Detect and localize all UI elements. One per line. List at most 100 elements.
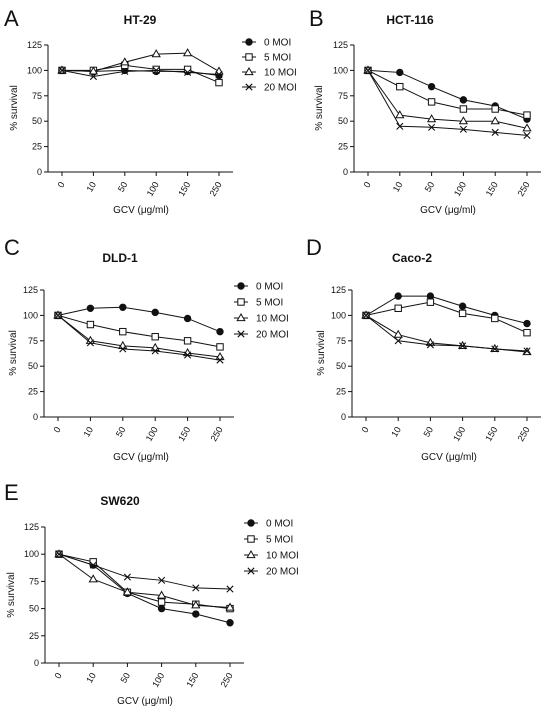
data-point — [491, 105, 499, 113]
x-axis-label: GCV (μg/ml) — [420, 205, 476, 216]
legend-label: 20 MOI — [266, 567, 299, 578]
y-tick-label: 125 — [27, 40, 42, 50]
chart-panel-d: D Caco-2 0 25 50 75 100 125 0 10 50 100 150 250 GCV (μ… — [306, 235, 541, 463]
data-point — [151, 308, 159, 317]
data-point — [192, 610, 200, 618]
x-tick-label: 250 — [516, 180, 532, 198]
data-point — [393, 329, 403, 338]
data-point — [458, 309, 467, 318]
data-point — [459, 125, 467, 133]
data-point — [119, 303, 127, 311]
data-point — [215, 78, 223, 87]
legend: 0 MOI 5 MOI 10 MOI 20 MOI — [242, 38, 297, 94]
chart-title: HCT-116 — [386, 13, 434, 27]
series-line — [61, 69, 220, 78]
data-point — [55, 550, 63, 558]
y-tick-label: 100 — [27, 65, 42, 75]
legend-marker — [237, 330, 245, 338]
data-point — [458, 302, 467, 310]
legend-label: 20 MOI — [264, 83, 297, 94]
y-tick-label: 125 — [331, 285, 346, 295]
x-tick-label: 0 — [56, 180, 67, 189]
legend-label: 20 MOI — [256, 330, 289, 341]
x-tick-label: 100 — [451, 425, 467, 443]
data-point — [86, 304, 95, 312]
y-tick-label: 0 — [33, 412, 38, 422]
data-point — [523, 347, 531, 355]
data-point — [362, 311, 370, 319]
series-line — [57, 314, 221, 348]
data-point — [157, 598, 166, 606]
series-20-moi — [54, 311, 224, 364]
series-0-moi — [362, 292, 531, 328]
series-10-moi — [53, 310, 225, 361]
y-tick-label: 25 — [32, 142, 42, 152]
chart-panel-c: C DLD-1 0 25 50 75 100 125 0 10 50 100 150 250 GCV (μg… — [4, 235, 289, 463]
legend-label: 5 MOI — [266, 535, 293, 546]
legend-marker — [247, 535, 255, 543]
series-line — [61, 52, 220, 72]
x-tick-label: 50 — [114, 425, 128, 439]
data-point — [427, 98, 436, 106]
legend-label: 0 MOI — [256, 282, 283, 293]
data-point — [88, 66, 99, 75]
data-point — [523, 328, 531, 337]
data-point — [88, 574, 98, 583]
series-5-moi — [55, 550, 234, 613]
x-tick-label: 100 — [144, 425, 160, 443]
y-axis-label: % survival — [6, 572, 17, 618]
x-tick-label: 100 — [452, 180, 468, 198]
series-line — [57, 315, 221, 358]
x-tick-label: 10 — [81, 425, 95, 439]
x-axis-label: GCV (μg/ml) — [421, 452, 477, 463]
x-tick-label: 50 — [116, 180, 130, 194]
y-tick-label: 0 — [37, 167, 42, 177]
legend-label: 0 MOI — [266, 519, 293, 530]
y-axis-label: % survival — [9, 85, 20, 131]
data-point — [226, 619, 234, 627]
x-tick-label: 250 — [219, 671, 235, 689]
data-point — [182, 48, 193, 57]
y-axis-label: % survival — [8, 330, 19, 376]
series-10-moi — [54, 549, 235, 611]
data-point — [123, 573, 131, 581]
x-tick-label: 0 — [52, 425, 63, 434]
data-point — [86, 339, 94, 347]
data-point — [426, 298, 435, 306]
data-point — [523, 111, 531, 119]
data-point — [394, 304, 402, 312]
legend: 0 MOI 5 MOI 10 MOI 20 MOI — [244, 519, 299, 578]
legend-label: 10 MOI — [264, 68, 297, 79]
data-point — [396, 82, 404, 91]
panel-letter: B — [309, 6, 324, 31]
data-point — [394, 337, 402, 345]
series-5-moi — [362, 298, 531, 337]
data-point — [226, 585, 234, 593]
data-point — [183, 337, 192, 345]
data-point — [491, 128, 499, 136]
series-line — [367, 69, 528, 116]
x-tick-label: 10 — [84, 180, 98, 194]
chart-title: DLD-1 — [102, 251, 138, 265]
legend-marker — [247, 567, 255, 575]
data-point — [89, 72, 97, 81]
legend-label: 0 MOI — [264, 38, 291, 49]
y-tick-label: 25 — [28, 387, 38, 397]
legend-label: 5 MOI — [264, 53, 291, 64]
data-point — [490, 116, 500, 125]
data-point — [122, 587, 133, 596]
y-tick-label: 25 — [29, 631, 39, 641]
series-line — [365, 315, 528, 352]
panel-letter: E — [4, 480, 19, 505]
data-point — [152, 66, 160, 74]
series-0-moi — [364, 66, 531, 123]
data-point — [426, 292, 435, 300]
x-axis-label: GCV (μg/ml) — [113, 205, 169, 216]
data-point — [183, 314, 192, 323]
data-point — [156, 590, 167, 599]
chart-panel-b: B HCT-116 0 25 50 75 100 125 0 10 50 100 150 250 GCV (… — [309, 6, 541, 216]
data-point — [364, 66, 372, 74]
y-axis-label: % survival — [316, 330, 327, 376]
data-point — [191, 600, 201, 609]
data-point — [158, 576, 166, 584]
